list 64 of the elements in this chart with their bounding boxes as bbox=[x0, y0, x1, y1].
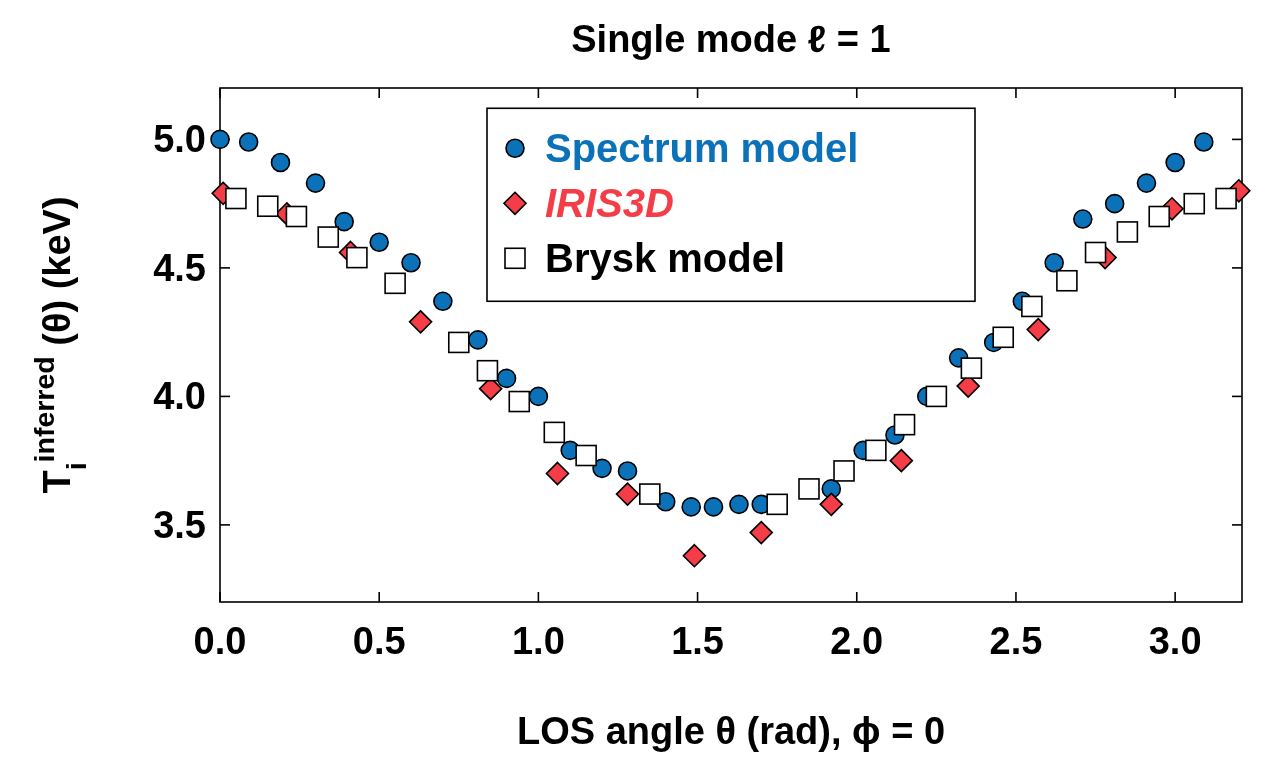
point bbox=[238, 132, 259, 152]
point bbox=[615, 482, 640, 506]
point bbox=[617, 461, 638, 481]
point bbox=[543, 421, 566, 444]
point bbox=[1044, 252, 1064, 273]
point bbox=[889, 448, 914, 473]
point bbox=[1026, 317, 1051, 342]
point bbox=[1148, 205, 1171, 228]
point bbox=[225, 187, 247, 210]
point bbox=[1021, 295, 1043, 318]
point bbox=[766, 493, 788, 516]
point bbox=[681, 497, 701, 517]
point bbox=[1084, 241, 1107, 264]
x-tick-label: 0.5 bbox=[352, 620, 406, 662]
y-tick-label: 5.0 bbox=[153, 118, 206, 161]
point bbox=[433, 291, 453, 312]
x-tick-label: 2.0 bbox=[830, 620, 884, 662]
point bbox=[468, 330, 488, 350]
y-tick-label: 4.5 bbox=[153, 246, 206, 289]
point bbox=[545, 461, 570, 486]
point bbox=[865, 439, 887, 462]
point bbox=[1104, 193, 1125, 214]
point bbox=[893, 413, 916, 436]
legend-label: Brysk model bbox=[545, 236, 786, 281]
x-tick-label: 1.0 bbox=[511, 620, 565, 662]
point bbox=[575, 444, 597, 467]
point bbox=[1165, 152, 1185, 173]
point bbox=[334, 211, 354, 232]
point bbox=[346, 246, 368, 269]
point bbox=[1136, 173, 1157, 193]
point bbox=[1215, 187, 1237, 210]
point bbox=[1193, 132, 1214, 152]
point bbox=[703, 497, 724, 517]
point bbox=[270, 152, 291, 173]
point bbox=[528, 386, 549, 407]
x-tick-label: 1.5 bbox=[671, 620, 724, 662]
point bbox=[1183, 192, 1206, 215]
x-tick-label: 3.0 bbox=[1148, 620, 1202, 662]
legend-label: Spectrum model bbox=[545, 126, 859, 171]
point bbox=[819, 492, 844, 517]
point bbox=[925, 385, 948, 408]
point bbox=[729, 494, 749, 515]
x-tick-label: 0.0 bbox=[193, 620, 247, 662]
point bbox=[285, 205, 308, 228]
point bbox=[210, 129, 230, 150]
chart-title: Single mode ℓ = 1 bbox=[571, 18, 891, 60]
y-tick-label: 4.0 bbox=[153, 375, 206, 418]
point bbox=[1073, 209, 1093, 229]
x-axis-title: LOS angle θ (rad), ϕ = 0 bbox=[516, 710, 946, 752]
point bbox=[496, 368, 517, 389]
point bbox=[592, 458, 612, 479]
point bbox=[960, 357, 983, 379]
x-tick-label: 2.5 bbox=[989, 620, 1043, 662]
point bbox=[476, 359, 499, 382]
point bbox=[401, 252, 421, 273]
legend-label: IRIS3D bbox=[545, 181, 674, 226]
point bbox=[369, 232, 389, 252]
point bbox=[305, 173, 326, 193]
point bbox=[682, 543, 707, 568]
point bbox=[992, 326, 1015, 349]
point bbox=[508, 390, 531, 413]
point bbox=[408, 310, 433, 334]
point bbox=[749, 520, 774, 545]
y-tick-label: 3.5 bbox=[153, 503, 206, 546]
